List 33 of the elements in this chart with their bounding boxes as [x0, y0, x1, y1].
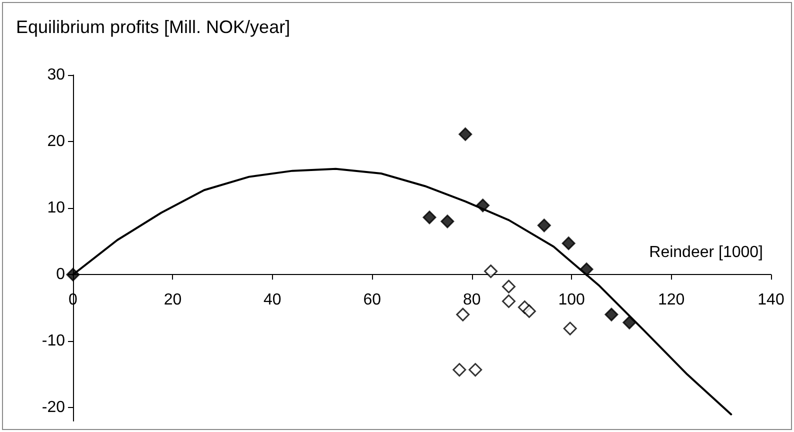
y-tick-label: 0 — [56, 266, 66, 284]
point — [458, 127, 472, 141]
point — [468, 363, 482, 377]
x-tick-label: 60 — [363, 292, 382, 309]
point — [476, 198, 490, 212]
y-tick-label: -20 — [42, 399, 66, 416]
point — [452, 363, 466, 377]
y-tick-label: 30 — [47, 66, 66, 84]
x-tick-label: 80 — [462, 292, 481, 309]
x-tick-label: 120 — [658, 292, 685, 309]
x-tick-label: 100 — [558, 292, 586, 309]
point — [484, 264, 498, 278]
point — [563, 322, 577, 336]
point — [440, 214, 454, 228]
point — [562, 236, 576, 250]
point — [622, 316, 636, 330]
x-tick-label: 140 — [758, 292, 784, 309]
y-tick-label: 20 — [47, 133, 66, 150]
point — [604, 308, 618, 322]
point — [502, 280, 516, 294]
point — [456, 308, 470, 322]
point — [522, 304, 536, 318]
x-tick-label: 40 — [264, 292, 282, 309]
y-axis-title: Equilibrium profits [Mill. NOK/year] — [16, 17, 290, 37]
point — [580, 262, 594, 276]
y-tick-label: 10 — [47, 200, 66, 217]
x-axis-title: Reindeer [1000] — [649, 244, 763, 262]
point — [66, 268, 80, 282]
point — [537, 218, 551, 232]
x-tick-label: 20 — [164, 292, 182, 309]
y-tick-label: -10 — [42, 332, 66, 350]
point — [502, 294, 516, 308]
point — [422, 210, 436, 224]
